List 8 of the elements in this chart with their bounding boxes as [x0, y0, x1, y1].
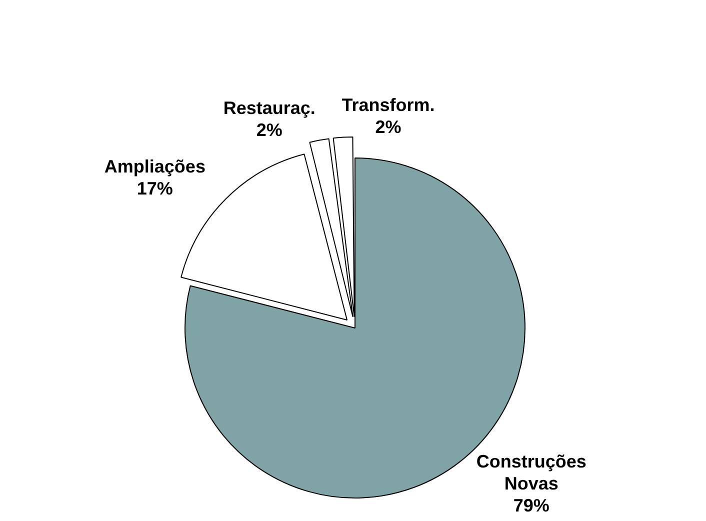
slice-label: Construções Novas [476, 451, 586, 494]
data-label: 2% [256, 120, 282, 140]
data-label: 79% [513, 495, 550, 516]
data-label: 17% [136, 178, 173, 198]
slice-label: Transform. [342, 94, 435, 115]
slice-label: Ampliações [104, 156, 206, 176]
slice-label: Restauraç. [223, 98, 316, 118]
data-label: 2% [375, 116, 402, 137]
